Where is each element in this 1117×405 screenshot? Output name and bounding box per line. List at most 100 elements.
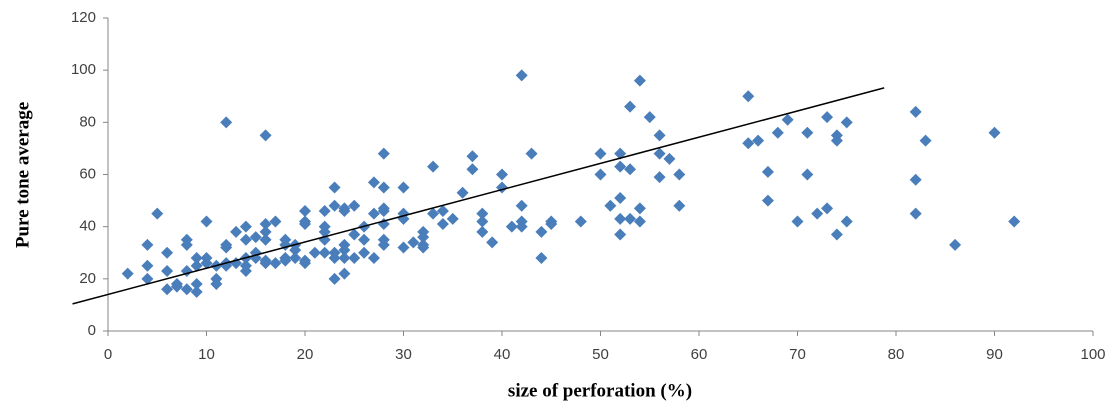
x-tick-label: 70 bbox=[789, 346, 806, 363]
point bbox=[545, 218, 558, 231]
point bbox=[151, 207, 164, 220]
y-tick-label: 60 bbox=[79, 165, 96, 182]
point bbox=[417, 231, 430, 244]
y-tick-label: 40 bbox=[79, 218, 96, 235]
point bbox=[328, 251, 341, 264]
x-tick-label: 80 bbox=[888, 346, 905, 363]
point bbox=[614, 228, 627, 241]
point bbox=[338, 244, 351, 257]
point bbox=[614, 160, 627, 173]
point bbox=[338, 267, 351, 280]
point bbox=[653, 129, 666, 142]
point bbox=[840, 116, 853, 129]
point bbox=[259, 225, 272, 238]
point bbox=[515, 199, 528, 212]
point bbox=[367, 207, 380, 220]
point bbox=[909, 173, 922, 186]
point bbox=[407, 236, 420, 249]
point bbox=[633, 74, 646, 87]
point bbox=[742, 137, 755, 150]
point bbox=[220, 116, 233, 129]
point bbox=[821, 111, 834, 124]
point bbox=[239, 233, 252, 246]
point bbox=[328, 199, 341, 212]
point bbox=[377, 147, 390, 160]
x-tick-label: 100 bbox=[1080, 346, 1105, 363]
point bbox=[269, 215, 282, 228]
point bbox=[190, 285, 203, 298]
point bbox=[752, 134, 765, 147]
point bbox=[515, 69, 528, 82]
point bbox=[377, 205, 390, 218]
point bbox=[535, 225, 548, 238]
point bbox=[919, 134, 932, 147]
point bbox=[525, 147, 538, 160]
point bbox=[279, 254, 292, 267]
y-tick-label: 120 bbox=[71, 9, 96, 26]
x-tick-label: 90 bbox=[986, 346, 1003, 363]
point bbox=[170, 278, 183, 291]
point bbox=[141, 238, 154, 251]
point bbox=[249, 251, 262, 264]
point bbox=[624, 100, 637, 113]
point bbox=[436, 205, 449, 218]
point bbox=[338, 205, 351, 218]
point bbox=[643, 111, 656, 124]
point bbox=[624, 212, 637, 225]
point bbox=[791, 215, 804, 228]
point bbox=[496, 168, 508, 181]
point bbox=[121, 267, 134, 280]
point bbox=[200, 257, 213, 270]
point bbox=[377, 181, 390, 194]
trendline bbox=[72, 87, 885, 305]
point bbox=[663, 152, 676, 165]
point bbox=[377, 238, 390, 251]
x-tick-label: 50 bbox=[592, 346, 609, 363]
point bbox=[466, 150, 479, 163]
point bbox=[486, 236, 499, 249]
point bbox=[476, 207, 489, 220]
point bbox=[446, 212, 459, 225]
point bbox=[574, 215, 587, 228]
point bbox=[742, 90, 755, 103]
point bbox=[289, 244, 302, 257]
x-tick-label: 40 bbox=[494, 346, 511, 363]
point bbox=[377, 218, 390, 231]
point bbox=[180, 283, 193, 296]
point bbox=[1008, 215, 1021, 228]
point bbox=[653, 171, 666, 184]
point bbox=[259, 233, 272, 246]
point bbox=[289, 251, 302, 264]
point bbox=[909, 207, 922, 220]
point bbox=[673, 168, 686, 181]
point bbox=[505, 220, 518, 233]
point bbox=[653, 147, 666, 160]
point bbox=[801, 126, 814, 139]
point bbox=[161, 265, 174, 278]
point bbox=[427, 207, 440, 220]
point bbox=[909, 105, 922, 118]
point bbox=[633, 202, 646, 215]
point bbox=[358, 233, 371, 246]
point bbox=[801, 168, 814, 181]
point bbox=[515, 220, 528, 233]
point bbox=[259, 129, 272, 142]
point bbox=[535, 251, 548, 264]
point bbox=[299, 205, 311, 218]
point bbox=[249, 231, 262, 244]
point bbox=[594, 168, 607, 181]
point bbox=[949, 238, 962, 251]
point bbox=[840, 215, 853, 228]
y-tick-label: 0 bbox=[88, 322, 96, 339]
point bbox=[476, 225, 489, 238]
point bbox=[239, 220, 252, 233]
x-tick-label: 0 bbox=[104, 346, 112, 363]
point bbox=[230, 225, 243, 238]
point bbox=[624, 163, 637, 176]
point bbox=[811, 207, 824, 220]
point bbox=[190, 251, 203, 264]
point bbox=[348, 251, 361, 264]
point bbox=[427, 160, 440, 173]
